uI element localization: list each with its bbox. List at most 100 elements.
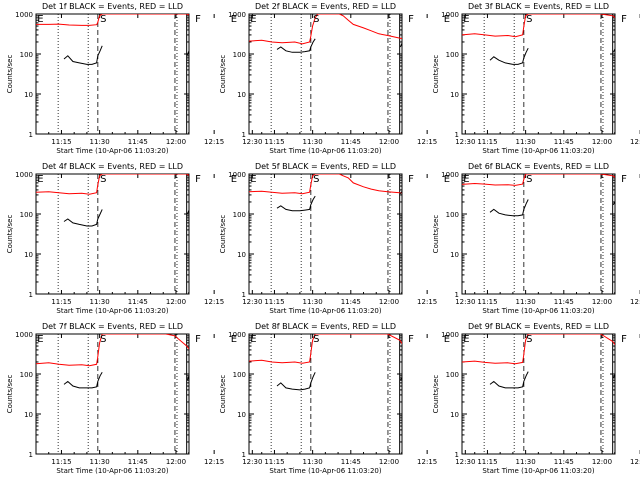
- y-axis-label: Counts/sec: [219, 55, 227, 94]
- y-axis-label: Counts/sec: [6, 375, 14, 414]
- x-tick-label: 12:00: [379, 298, 399, 306]
- time-marker-label: E: [37, 174, 43, 185]
- events-trace: [489, 199, 529, 217]
- y-tick-label: 100: [20, 371, 33, 379]
- events-trace: [63, 209, 103, 227]
- x-tick-label: 11:30: [303, 138, 323, 146]
- x-tick-label: 11:45: [128, 458, 148, 466]
- x-axis-label: Start Time (10-Apr-06 11:03:20): [482, 147, 594, 155]
- x-tick-label: 12:30: [242, 138, 262, 146]
- y-tick-label: 1000: [441, 171, 459, 179]
- y-axis-label: Counts/sec: [6, 55, 14, 94]
- events-trace: [276, 372, 316, 391]
- x-tick-label: 11:15: [264, 138, 284, 146]
- x-tick-label: 12:15: [417, 138, 437, 146]
- x-tick-label: 12:30: [455, 458, 475, 466]
- y-tick-label: 100: [20, 51, 33, 59]
- x-tick-label: 12:15: [204, 298, 224, 306]
- plot-area: [462, 334, 615, 454]
- x-tick-label: 11:15: [477, 138, 497, 146]
- lld-trace: [249, 14, 402, 45]
- y-axis-label: Counts/sec: [6, 215, 14, 254]
- x-tick-label: 12:00: [592, 138, 612, 146]
- time-marker-label: E: [231, 334, 237, 345]
- panel-title: Det 2f BLACK = Events, RED = LLD: [255, 2, 396, 11]
- y-tick-label: 10: [237, 251, 246, 259]
- x-axis-label: Start Time (10-Apr-06 11:03:20): [56, 307, 168, 315]
- x-tick-label: 11:30: [90, 138, 110, 146]
- x-tick-label: 11:45: [341, 458, 361, 466]
- x-tick-label: 11:30: [90, 298, 110, 306]
- events-trace: [489, 371, 529, 389]
- x-tick-label: 11:15: [477, 298, 497, 306]
- x-tick-label: 11:45: [554, 298, 574, 306]
- y-tick-label: 1000: [441, 11, 459, 19]
- panel-det-3: Det 3f BLACK = Events, RED = LLD 11:15 11:…: [432, 2, 640, 155]
- plot-area: [462, 14, 615, 134]
- time-marker-label: F: [621, 334, 627, 345]
- x-tick-label: 12:00: [379, 458, 399, 466]
- x-tick-label: 11:15: [51, 298, 71, 306]
- time-marker-label: F: [195, 14, 201, 25]
- panel-det-9: Det 9f BLACK = Events, RED = LLD 11:15 11:…: [432, 322, 640, 475]
- time-marker-label: E: [463, 14, 469, 25]
- panel-title: Det 1f BLACK = Events, RED = LLD: [42, 2, 183, 11]
- panel-title: Det 4f BLACK = Events, RED = LLD: [42, 162, 183, 171]
- x-tick-label: 12:15: [630, 458, 640, 466]
- y-tick-label: 1000: [228, 171, 246, 179]
- time-marker-label: S: [526, 334, 532, 345]
- x-axis-label: Start Time (10-Apr-06 11:03:20): [56, 467, 168, 475]
- y-tick-label: 1: [242, 131, 246, 139]
- x-tick-label: 12:30: [242, 458, 262, 466]
- x-tick-label: 11:15: [264, 298, 284, 306]
- y-axis-label: Counts/sec: [219, 215, 227, 254]
- y-tick-label: 1000: [228, 11, 246, 19]
- x-tick-label: 12:15: [630, 298, 640, 306]
- y-tick-label: 1: [455, 291, 459, 299]
- y-tick-label: 1: [242, 451, 246, 459]
- x-tick-label: 12:00: [592, 458, 612, 466]
- panel-det-2: Det 2f BLACK = Events, RED = LLD 11:15 11:…: [219, 2, 475, 155]
- x-tick-label: 11:30: [516, 138, 536, 146]
- y-tick-label: 1: [29, 131, 33, 139]
- x-tick-label: 11:45: [128, 298, 148, 306]
- x-axis-label: Start Time (10-Apr-06 11:03:20): [269, 467, 381, 475]
- y-tick-label: 1000: [441, 331, 459, 339]
- time-marker-label: S: [100, 174, 106, 185]
- time-marker-label: S: [100, 14, 106, 25]
- panel-det-7: Det 7f BLACK = Events, RED = LLD 11:15 11:…: [6, 322, 262, 475]
- y-tick-label: 10: [450, 91, 459, 99]
- x-tick-label: 11:45: [554, 138, 574, 146]
- y-tick-label: 100: [446, 51, 459, 59]
- x-tick-label: 12:00: [166, 458, 186, 466]
- events-trace: [63, 45, 103, 65]
- time-marker-label: S: [313, 174, 319, 185]
- x-tick-label: 11:30: [303, 298, 323, 306]
- panel-det-4: Det 4f BLACK = Events, RED = LLD 11:15 11:…: [6, 162, 262, 315]
- x-tick-label: 12:30: [242, 298, 262, 306]
- time-marker-label: F: [621, 174, 627, 185]
- y-tick-label: 1: [29, 451, 33, 459]
- lld-trace: [462, 174, 615, 186]
- x-tick-label: 12:15: [204, 458, 224, 466]
- y-tick-label: 10: [24, 251, 33, 259]
- x-tick-label: 11:15: [51, 458, 71, 466]
- panel-det-8: Det 8f BLACK = Events, RED = LLD 11:15 11:…: [219, 322, 475, 475]
- x-tick-label: 12:15: [204, 138, 224, 146]
- plot-area: [36, 334, 189, 454]
- y-tick-label: 100: [446, 211, 459, 219]
- y-axis-label: Counts/sec: [219, 375, 227, 414]
- time-marker-label: F: [195, 174, 201, 185]
- plot-area: [249, 334, 402, 454]
- time-marker-label: E: [250, 174, 256, 185]
- panel-det-5: Det 5f BLACK = Events, RED = LLD 11:15 11:…: [219, 162, 475, 315]
- y-tick-label: 100: [446, 371, 459, 379]
- events-trace: [489, 47, 529, 65]
- time-marker-label: S: [100, 334, 106, 345]
- time-marker-label: E: [231, 174, 237, 185]
- x-tick-label: 11:15: [51, 138, 71, 146]
- x-tick-label: 11:15: [264, 458, 284, 466]
- panel-title: Det 7f BLACK = Events, RED = LLD: [42, 322, 183, 331]
- x-tick-label: 11:30: [90, 458, 110, 466]
- lld-trace: [462, 334, 615, 365]
